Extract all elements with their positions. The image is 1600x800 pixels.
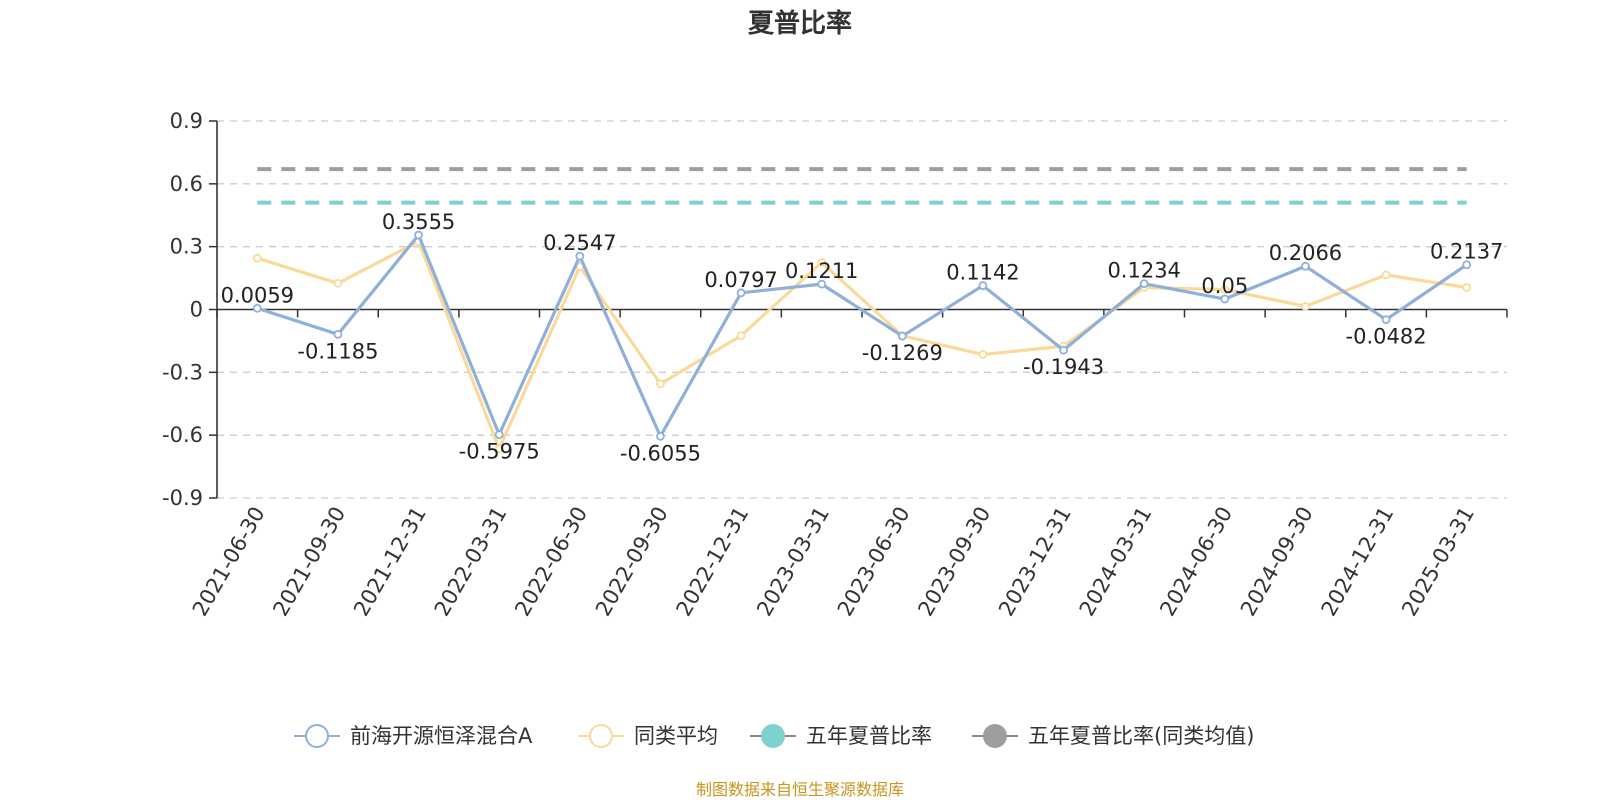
data-point[interactable] [656, 431, 665, 441]
data-label: 0.2066 [1269, 241, 1342, 265]
data-point[interactable] [1462, 283, 1472, 292]
x-tick-label: 2022-12-31 [672, 503, 754, 621]
x-tick-label: 2021-12-31 [349, 503, 431, 621]
y-tick-label: 0.6 [170, 172, 203, 196]
chart-title: 夏普比率 [748, 8, 852, 39]
series-line [256, 239, 1467, 451]
data-point[interactable] [978, 281, 988, 290]
legend-marker [589, 724, 613, 748]
data-source-note: 制图数据来自恒生聚源数据库 [696, 780, 904, 799]
reference-lines [257, 167, 1467, 205]
legend-label: 前海开源恒泽混合A [350, 724, 533, 748]
data-point[interactable] [817, 257, 827, 267]
y-tick-label: 0.3 [170, 235, 203, 259]
data-label: 0.0059 [221, 283, 294, 307]
data-label: 0.1142 [946, 261, 1019, 285]
data-labels: 0.0059 -0.1185 0.3555 -0.5975 0.2547 -0.6055 0… [221, 210, 1504, 465]
data-point[interactable] [817, 279, 827, 289]
y-tick-label: 0 [190, 298, 203, 322]
x-tick-label: 2023-12-31 [994, 503, 1076, 621]
data-label: 0.1234 [1107, 259, 1180, 283]
legend-label: 五年夏普比率 [806, 724, 932, 748]
x-tick-label: 2024-12-31 [1317, 503, 1399, 621]
data-point[interactable] [252, 303, 262, 313]
data-point[interactable] [494, 430, 504, 440]
data-label: -0.1185 [297, 339, 378, 363]
legend-marker [761, 724, 785, 748]
x-tick-label: 2024-06-30 [1155, 503, 1237, 621]
x-tick-label: 2023-03-31 [752, 503, 834, 621]
data-label: -0.5975 [459, 440, 540, 464]
data-point[interactable] [736, 288, 746, 298]
x-tick-label: 2021-06-30 [188, 503, 270, 621]
y-tick-label: -0.9 [162, 486, 203, 510]
data-point[interactable] [333, 278, 343, 288]
legend[interactable]: 前海开源恒泽混合A 同类平均 五年夏普比率 五年夏普比率(同类均值) [294, 724, 1254, 748]
data-label: 0.1211 [785, 259, 858, 283]
legend-item[interactable]: 前海开源恒泽混合A [294, 724, 533, 748]
data-point[interactable] [414, 230, 423, 240]
x-tick-label: 2025-03-31 [1397, 503, 1479, 621]
data-label: 0.05 [1201, 274, 1248, 298]
data-point[interactable] [1301, 261, 1310, 271]
legend-label: 五年夏普比率(同类均值) [1028, 724, 1254, 748]
data-point[interactable] [1059, 345, 1068, 355]
series-lines [252, 230, 1472, 454]
legend-item[interactable]: 五年夏普比率(同类均值) [972, 724, 1254, 748]
legend-marker [983, 724, 1007, 748]
data-label: 0.3555 [382, 210, 455, 234]
grid-lines [217, 120, 1507, 499]
data-point[interactable] [736, 331, 746, 341]
x-tick-label: 2021-09-30 [268, 503, 350, 621]
x-tick-label: 2022-03-31 [430, 503, 512, 621]
data-label: -0.1269 [862, 341, 943, 365]
data-point[interactable] [978, 350, 988, 359]
data-point[interactable] [1220, 285, 1230, 295]
x-tick-label: 2023-09-30 [913, 503, 995, 621]
data-label: 0.2547 [543, 231, 616, 255]
data-point[interactable] [333, 329, 343, 339]
data-point[interactable] [897, 331, 907, 341]
legend-item[interactable]: 同类平均 [578, 724, 718, 748]
data-point[interactable] [656, 379, 665, 389]
data-label: -0.1943 [1023, 355, 1104, 379]
x-tick-label: 2024-09-30 [1236, 503, 1318, 621]
data-point[interactable] [575, 251, 585, 261]
data-label: 0.0797 [704, 268, 777, 292]
axes: 0.9 0.6 0.3 0 -0.3 -0.6 -0.92021-06-302021-09-… [162, 109, 1508, 621]
data-point[interactable] [1381, 315, 1391, 324]
x-tick-label: 2022-09-30 [591, 503, 673, 621]
y-tick-label: -0.3 [162, 360, 203, 384]
data-point[interactable] [1462, 260, 1472, 270]
data-point[interactable] [1381, 270, 1391, 280]
x-tick-label: 2024-03-31 [1075, 503, 1157, 621]
legend-item[interactable]: 五年夏普比率 [750, 724, 932, 748]
data-point[interactable] [494, 444, 504, 454]
data-label: -0.6055 [620, 441, 701, 465]
x-tick-label: 2022-06-30 [510, 503, 592, 621]
y-tick-label: -0.6 [162, 423, 203, 447]
data-label: -0.0482 [1346, 325, 1427, 349]
legend-marker [305, 724, 329, 748]
data-label: 0.2137 [1430, 240, 1503, 264]
data-point[interactable] [1220, 294, 1230, 304]
y-tick-label: 0.9 [170, 109, 203, 133]
legend-label: 同类平均 [634, 724, 718, 748]
data-point[interactable] [1301, 301, 1310, 311]
data-point[interactable] [252, 253, 262, 263]
x-tick-label: 2023-06-30 [833, 503, 915, 621]
data-point[interactable] [1139, 279, 1149, 289]
series-line [256, 233, 1468, 438]
